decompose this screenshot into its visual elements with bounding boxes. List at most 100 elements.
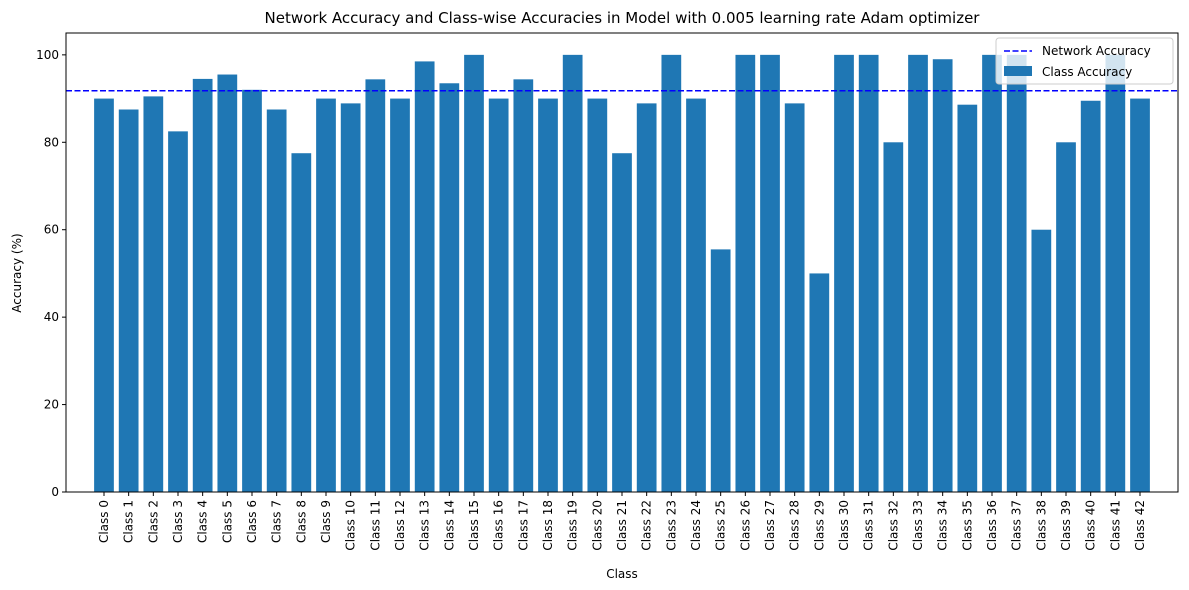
x-tick-label: Class 25 [714,500,728,551]
x-tick-label: Class 0 [97,500,111,543]
x-tick-label: Class 39 [1059,500,1073,551]
x-tick-label: Class 12 [393,500,407,551]
bar [784,103,805,492]
x-tick-label: Class 2 [146,500,160,543]
bar [760,54,780,493]
bar [735,54,756,493]
bars-layer [94,54,1150,493]
bar [612,153,632,492]
x-tick-label: Class 40 [1084,500,1098,551]
y-tick-label: 40 [44,310,59,324]
x-tick-label: Class 33 [911,500,925,551]
bar [982,54,1002,493]
x-tick-label: Class 22 [640,500,654,551]
y-tick-label: 0 [51,485,59,499]
x-tick-label: Class 28 [788,500,802,551]
legend-bar-swatch [1004,66,1032,76]
bar [636,103,657,492]
x-tick-label: Class 20 [590,500,604,551]
bar [414,61,435,492]
x-tick-label: Class 29 [812,500,826,551]
x-tick-label: Class 17 [516,500,530,551]
bar [1130,98,1150,492]
x-tick-label: Class 27 [763,500,777,551]
x-tick-label: Class 10 [344,500,358,551]
x-tick-label: Class 26 [738,500,752,551]
bar [834,54,854,493]
x-tick-label: Class 41 [1108,500,1122,551]
bar [390,98,410,492]
y-tick-label: 60 [44,223,59,237]
bar [118,109,139,492]
bar [365,79,386,492]
bar [488,98,509,492]
bar [908,54,928,493]
x-tick-label: Class 6 [245,500,259,543]
legend-label-network-accuracy: Network Accuracy [1042,44,1151,58]
y-tick-label: 20 [44,398,59,412]
x-tick-label: Class 13 [418,500,432,551]
bar [562,54,583,493]
x-axis-label: Class [606,567,638,581]
legend-box [995,37,1174,85]
x-tick-label: Class 31 [862,500,876,551]
bar [316,98,336,492]
x-tick-label: Class 11 [368,500,382,551]
x-tick-label: Class 34 [936,500,950,551]
bar [538,98,558,492]
x-tick-label: Class 18 [541,500,555,551]
legend: Network Accuracy Class Accuracy [995,37,1174,85]
x-tick-label: Class 14 [442,500,456,551]
bar [686,98,706,492]
bar [661,54,682,493]
bar [883,142,904,493]
y-tick-label: 100 [36,48,59,62]
x-tick-label: Class 36 [985,500,999,551]
x-tick-label: Class 24 [689,500,703,551]
bar [266,109,287,492]
bar [291,153,312,492]
bar [1105,54,1126,493]
x-tick-label: Class 35 [960,500,974,551]
bar [217,74,238,492]
bar [587,98,608,492]
bar [464,54,484,493]
x-tick-label: Class 15 [467,500,481,551]
bar [809,273,830,492]
x-tick-label: Class 37 [1010,500,1024,551]
y-axis-label: Accuracy (%) [10,233,24,312]
x-axis: Class 0 Class 1 Class 2 Class 3 Class 4 Class… [97,492,1147,551]
x-tick-label: Class 3 [171,500,185,543]
x-tick-label: Class 9 [319,500,333,543]
x-tick-label: Class 30 [837,500,851,551]
chart-title: Network Accuracy and Class-wise Accuraci… [265,9,981,27]
bar [513,79,534,492]
bar [1031,229,1052,492]
x-tick-label: Class 16 [492,500,506,551]
bar [710,249,731,492]
bar [340,103,361,492]
x-tick-label: Class 7 [270,500,284,543]
bar [439,83,460,493]
x-tick-label: Class 38 [1034,500,1048,551]
bar [1006,54,1027,493]
y-tick-label: 80 [44,135,59,149]
x-tick-label: Class 5 [220,500,234,543]
bar [858,54,879,493]
x-tick-label: Class 19 [566,500,580,551]
bar [168,131,188,493]
bar [957,104,978,492]
bar [1080,100,1101,492]
y-axis: 0 20 40 60 80 100 [36,48,66,499]
x-tick-label: Class 8 [294,500,308,543]
bar [192,78,213,493]
x-tick-label: Class 1 [122,500,136,543]
bar [932,59,953,492]
bar [143,96,164,492]
legend-label-class-accuracy: Class Accuracy [1042,65,1132,79]
bar [1056,142,1076,493]
x-tick-label: Class 42 [1133,500,1147,551]
x-tick-label: Class 21 [615,500,629,551]
x-tick-label: Class 32 [886,500,900,551]
x-tick-label: Class 4 [196,500,210,543]
